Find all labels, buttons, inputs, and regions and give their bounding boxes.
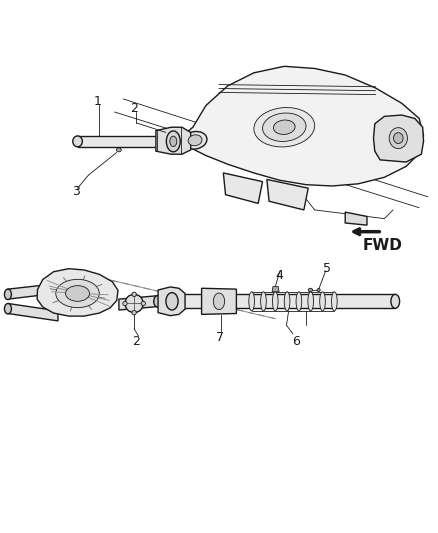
Ellipse shape [296, 292, 302, 311]
Ellipse shape [261, 292, 266, 311]
Ellipse shape [249, 292, 254, 311]
Text: 6: 6 [293, 335, 300, 348]
Polygon shape [180, 66, 424, 186]
Ellipse shape [56, 279, 99, 308]
Ellipse shape [391, 294, 399, 308]
Text: 2: 2 [132, 335, 140, 348]
Text: FWD: FWD [362, 238, 402, 253]
Ellipse shape [284, 292, 290, 311]
Ellipse shape [188, 135, 202, 146]
Polygon shape [119, 296, 158, 310]
Ellipse shape [132, 292, 136, 296]
Polygon shape [272, 287, 279, 292]
Text: 5: 5 [323, 262, 331, 274]
Polygon shape [8, 283, 62, 299]
Ellipse shape [166, 131, 180, 152]
Polygon shape [267, 180, 308, 210]
Ellipse shape [389, 128, 407, 149]
Polygon shape [78, 136, 165, 147]
Ellipse shape [117, 148, 121, 152]
Ellipse shape [183, 132, 207, 149]
Ellipse shape [262, 113, 306, 141]
Text: 3: 3 [72, 185, 80, 198]
Ellipse shape [272, 292, 278, 311]
Ellipse shape [125, 294, 143, 313]
Text: 7: 7 [216, 330, 224, 343]
Ellipse shape [273, 120, 295, 134]
Polygon shape [223, 173, 262, 204]
Ellipse shape [393, 133, 403, 143]
Ellipse shape [166, 293, 178, 310]
Ellipse shape [317, 288, 320, 292]
Ellipse shape [73, 136, 82, 147]
Ellipse shape [123, 301, 127, 305]
Ellipse shape [308, 288, 313, 292]
Polygon shape [156, 127, 191, 154]
Text: 2: 2 [130, 102, 138, 116]
Ellipse shape [66, 286, 89, 301]
Ellipse shape [254, 108, 314, 147]
Polygon shape [201, 288, 237, 314]
Ellipse shape [132, 310, 136, 315]
Text: 4: 4 [275, 269, 283, 282]
Text: 1: 1 [94, 95, 102, 108]
Polygon shape [37, 269, 118, 316]
Polygon shape [8, 303, 58, 321]
Ellipse shape [308, 292, 314, 311]
Ellipse shape [4, 289, 11, 300]
Polygon shape [158, 287, 185, 316]
Ellipse shape [320, 292, 325, 311]
Ellipse shape [4, 303, 11, 314]
Ellipse shape [332, 292, 337, 311]
Polygon shape [374, 115, 424, 162]
Ellipse shape [170, 136, 177, 147]
Ellipse shape [213, 293, 225, 310]
Ellipse shape [141, 301, 145, 305]
Polygon shape [345, 212, 367, 225]
Polygon shape [160, 294, 395, 308]
Ellipse shape [154, 295, 162, 307]
